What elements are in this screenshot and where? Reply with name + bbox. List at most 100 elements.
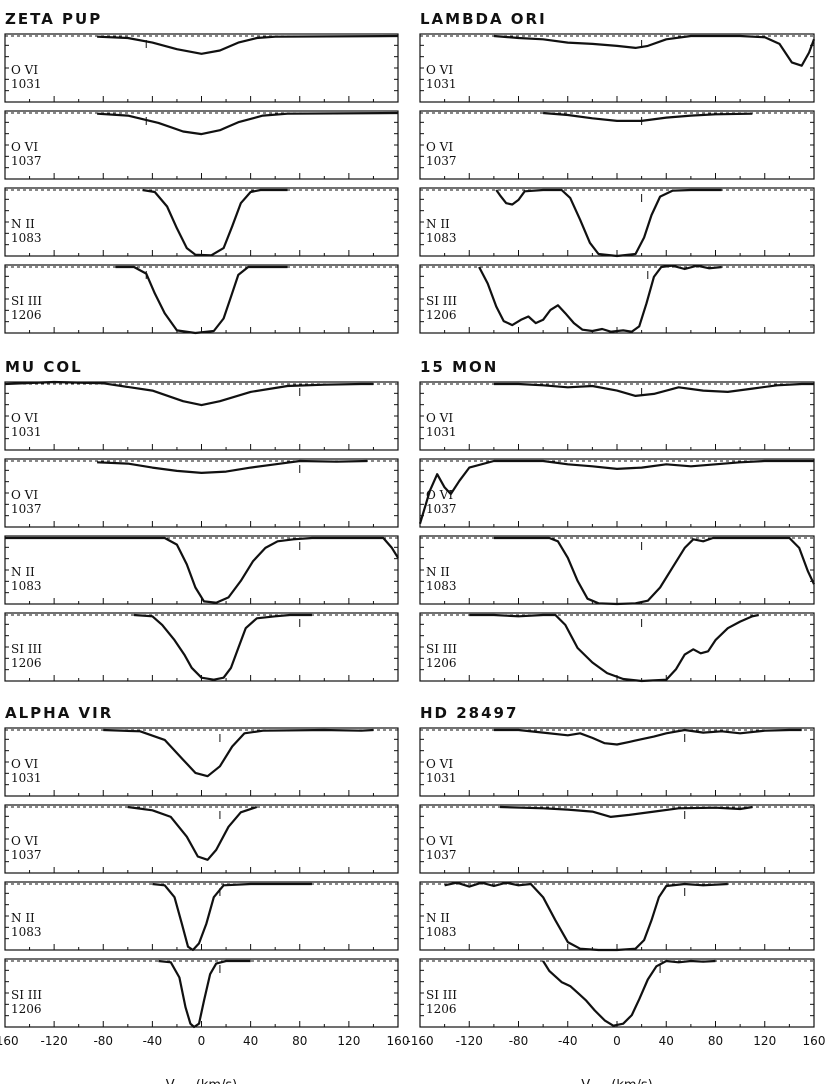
panel-frame: [419, 881, 815, 951]
ion-label: O VI: [426, 488, 453, 502]
absorption-profile: [4, 380, 374, 407]
x-tick-label: 160: [387, 1034, 410, 1048]
x-tick-label: -160: [406, 1034, 433, 1048]
panel-frame: [4, 804, 399, 874]
panel-frame: [419, 535, 815, 605]
panel-frame: [419, 33, 815, 103]
wavelength-label: 1206: [11, 1002, 42, 1016]
panel-frame: [4, 458, 399, 528]
absorption-profile: [127, 805, 258, 861]
absorption-profile: [142, 188, 288, 257]
panel-frame: [419, 958, 815, 1028]
x-tick-label: 120: [753, 1034, 776, 1048]
x-tick-label: -80: [93, 1034, 113, 1048]
wavelength-label: 1206: [426, 1002, 457, 1016]
absorption-profile: [133, 613, 312, 681]
star-title: HD 28497: [420, 704, 518, 722]
star-title: 15 MON: [420, 358, 498, 376]
star-title: MU COL: [5, 358, 83, 376]
absorption-profile: [493, 728, 802, 746]
ion-label: O VI: [11, 411, 38, 425]
x-tick-label: 0: [613, 1034, 621, 1048]
x-tick-label: 160: [803, 1034, 826, 1048]
panel-frame: [419, 381, 815, 451]
panel-frame: [419, 612, 815, 682]
absorption-profile: [115, 265, 288, 335]
wavelength-label: 1031: [426, 771, 457, 785]
panel-frame: [4, 727, 399, 797]
absorption-profile: [493, 536, 815, 606]
x-tick-label: -160: [0, 1034, 19, 1048]
ion-label: O VI: [426, 140, 453, 154]
wavelength-label: 1083: [426, 925, 457, 939]
panel-frame: [419, 187, 815, 257]
panel-frame: [4, 381, 399, 451]
absorption-profile: [493, 34, 816, 67]
ion-label: O VI: [11, 63, 38, 77]
wavelength-label: 1037: [426, 848, 457, 862]
x-tick-label: 120: [337, 1034, 360, 1048]
absorption-profile: [97, 459, 368, 474]
ion-label: SI III: [11, 988, 42, 1002]
x-tick-label: -40: [143, 1034, 163, 1048]
absorption-profile: [152, 882, 312, 952]
panel-frame: [4, 535, 399, 605]
wavelength-label: 1083: [11, 925, 42, 939]
wavelength-label: 1083: [426, 231, 457, 245]
wavelength-label: 1031: [426, 425, 457, 439]
x-tick-label: 0: [198, 1034, 206, 1048]
absorption-profile: [478, 264, 722, 333]
wavelength-label: 1083: [11, 231, 42, 245]
wavelength-label: 1031: [11, 77, 42, 91]
wavelength-label: 1037: [426, 154, 457, 168]
star-title: ALPHA VIR: [5, 704, 113, 722]
star-title: LAMBDA ORI: [420, 10, 547, 28]
absorption-profile: [542, 959, 716, 1027]
ion-label: SI III: [426, 988, 457, 1002]
panel-frame: [4, 264, 399, 334]
ion-label: N II: [426, 217, 450, 231]
ion-label: O VI: [11, 757, 38, 771]
ion-label: SI III: [11, 642, 42, 656]
ion-label: SI III: [426, 642, 457, 656]
wavelength-label: 1083: [11, 579, 42, 593]
wavelength-label: 1037: [426, 502, 457, 516]
absorption-profile: [469, 613, 759, 683]
absorption-profile: [97, 111, 399, 136]
wavelength-label: 1206: [11, 308, 42, 322]
panel-frame: [419, 727, 815, 797]
x-axis-label: VLSR (km/s): [166, 1078, 238, 1084]
absorption-profile: [495, 188, 722, 258]
x-tick-label: -120: [456, 1034, 483, 1048]
panel-frame: [4, 110, 399, 180]
absorption-profile: [418, 459, 814, 525]
absorption-profile: [158, 959, 251, 1029]
x-tick-label: 80: [292, 1034, 307, 1048]
wavelength-label: 1037: [11, 502, 42, 516]
absorption-profile: [97, 34, 399, 55]
absorption-profile: [103, 728, 374, 778]
x-tick-label: 40: [243, 1034, 258, 1048]
panel-frame: [4, 33, 399, 103]
absorption-profile: [5, 536, 399, 604]
ion-label: N II: [11, 565, 35, 579]
x-tick-label: 80: [708, 1034, 723, 1048]
wavelength-label: 1031: [11, 425, 42, 439]
absorption-profile: [543, 111, 753, 122]
panel-frame: [4, 187, 399, 257]
wavelength-label: 1031: [426, 77, 457, 91]
ion-label: O VI: [426, 757, 453, 771]
absorption-profile: [444, 881, 728, 952]
ion-label: N II: [426, 911, 450, 925]
ion-label: O VI: [11, 834, 38, 848]
star-title: ZETA PUP: [5, 10, 102, 28]
x-tick-label: -80: [509, 1034, 529, 1048]
x-axis-label: VLSR (km/s): [581, 1078, 653, 1084]
x-tick-label: -120: [41, 1034, 68, 1048]
ion-label: O VI: [426, 63, 453, 77]
ion-label: N II: [11, 911, 35, 925]
panel-frame: [419, 264, 815, 334]
panel-frame: [4, 612, 399, 682]
absorption-profile: [493, 382, 814, 397]
